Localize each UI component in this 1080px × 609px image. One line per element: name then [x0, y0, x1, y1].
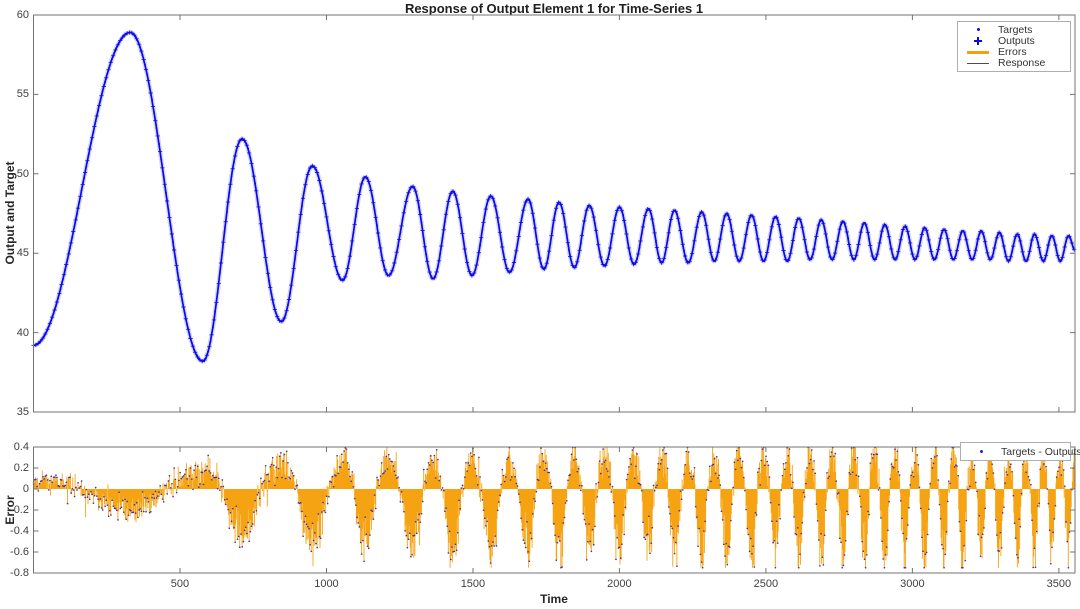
error-legend[interactable]: Targets - Outputs [960, 442, 1080, 461]
legend-entry-errors[interactable]: Errors [958, 46, 1070, 59]
chart-path [33, 32, 1075, 362]
chart-path [33, 31, 1074, 362]
tick-label: 55 [16, 88, 29, 101]
chart-path [33, 14, 1076, 413]
tick-label: 2500 [753, 578, 779, 590]
response-line-icon [958, 62, 998, 64]
tick-label: 40 [16, 326, 29, 339]
chart-path [33, 446, 1076, 574]
tick-label: 0.4 [13, 441, 29, 453]
tick-label: -0.6 [10, 546, 29, 558]
legend-entry-targets-outputs[interactable]: Targets - Outputs [961, 446, 1080, 458]
outputs-plus-icon [958, 36, 998, 45]
legend-label: Response [998, 57, 1046, 70]
legend-label: Targets [998, 23, 1033, 36]
legend-label: Targets - Outputs [1001, 445, 1080, 458]
tick-label: 0 [22, 483, 29, 495]
tick-label: 35 [16, 406, 29, 418]
tick-label: 45 [16, 247, 29, 260]
errors-line-icon [958, 50, 998, 54]
legend-label: Errors [998, 46, 1027, 59]
tick-label: 1000 [314, 578, 339, 590]
chart-path [33, 30, 1077, 364]
legend-entry-response[interactable]: Response [958, 57, 1070, 70]
legend-entry-targets[interactable]: Targets [958, 23, 1070, 36]
chart-title: Response of Output Element 1 for Time-Se… [404, 1, 704, 16]
legend-label: Outputs [998, 34, 1035, 47]
tick-label: 3000 [900, 578, 925, 590]
tick-label: 0.2 [13, 462, 29, 474]
tick-label: -0.2 [10, 504, 29, 516]
chart-path [33, 31, 1076, 363]
error-dot-icon [961, 450, 1001, 453]
legend-entry-outputs[interactable]: Outputs [958, 34, 1070, 47]
top-legend[interactable]: Targets Outputs Errors Response [957, 21, 1071, 72]
targets-dot-icon [958, 28, 998, 32]
x-axis-label: Time [540, 592, 568, 606]
tick-label: 60 [16, 9, 29, 21]
tick-label: 3500 [1046, 578, 1072, 590]
tick-label: 1500 [460, 578, 486, 590]
chart-path [33, 447, 1076, 568]
tick-label: -0.4 [10, 525, 29, 537]
tick-label: 50 [16, 167, 29, 180]
chart-path [31, 30, 1077, 364]
tick-label: 2000 [607, 578, 632, 590]
tick-label: 500 [170, 578, 190, 590]
tick-label: -0.8 [10, 567, 29, 579]
